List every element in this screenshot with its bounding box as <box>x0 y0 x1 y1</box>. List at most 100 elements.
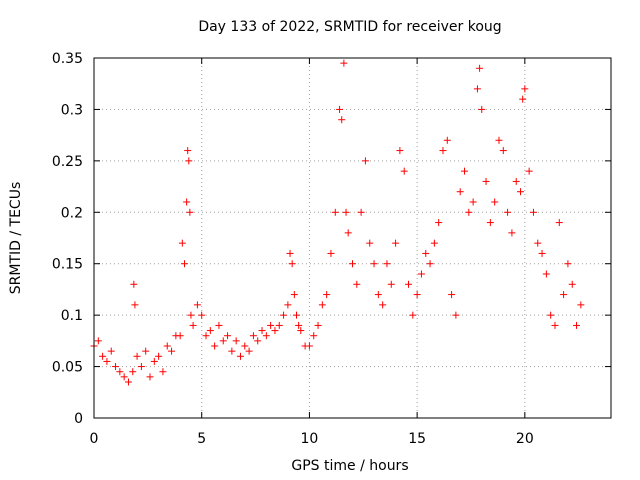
data-point <box>519 95 527 103</box>
data-point <box>361 157 369 165</box>
data-point <box>292 311 300 319</box>
data-point <box>517 188 525 196</box>
data-point <box>435 219 443 227</box>
data-point <box>577 301 585 309</box>
data-point <box>280 311 288 319</box>
data-point <box>103 357 111 365</box>
data-point <box>178 239 186 247</box>
data-point <box>353 280 361 288</box>
data-point <box>443 136 451 144</box>
data-point <box>482 177 490 185</box>
data-point <box>133 352 141 360</box>
y-tick-label: 0.25 <box>52 154 83 170</box>
data-point <box>409 311 417 319</box>
data-point <box>180 260 188 268</box>
data-point <box>486 219 494 227</box>
data-point <box>499 147 507 155</box>
data-point <box>476 64 484 72</box>
data-point <box>163 342 171 350</box>
data-point <box>491 198 499 206</box>
x-tick-label: 10 <box>301 431 319 447</box>
data-point <box>116 368 124 376</box>
y-tick-label: 0.1 <box>61 308 83 324</box>
data-point <box>508 229 516 237</box>
data-point <box>504 208 512 216</box>
y-tick-label: 0.35 <box>52 51 83 67</box>
data-point <box>219 337 227 345</box>
data-point <box>370 260 378 268</box>
plot-frame <box>93 57 612 419</box>
data-point <box>228 347 236 355</box>
data-point <box>202 332 210 340</box>
data-point <box>241 342 249 350</box>
data-point <box>211 342 219 350</box>
data-point <box>573 321 581 329</box>
data-point <box>159 368 167 376</box>
data-point <box>275 321 283 329</box>
data-point <box>555 219 563 227</box>
data-point <box>310 332 318 340</box>
data-point <box>184 147 192 155</box>
data-point <box>538 249 546 257</box>
data-point <box>439 147 447 155</box>
x-tick-labels: 0 5 10 15 20 <box>90 431 534 447</box>
data-point <box>551 321 559 329</box>
data-point <box>465 208 473 216</box>
data-point <box>512 177 520 185</box>
data-point <box>422 249 430 257</box>
x-tick-label: 5 <box>197 431 206 447</box>
data-point <box>534 239 542 247</box>
data-point <box>495 136 503 144</box>
data-point <box>342 208 350 216</box>
data-point <box>327 249 335 257</box>
data-point <box>120 373 128 381</box>
data-point <box>400 167 408 175</box>
data-point <box>525 167 533 175</box>
data-point <box>245 347 253 355</box>
data-point <box>224 332 232 340</box>
data-point <box>413 291 421 299</box>
data-point <box>478 105 486 113</box>
data-point <box>112 363 120 371</box>
data-point <box>461 167 469 175</box>
scatter-points <box>90 59 585 386</box>
data-point <box>187 311 195 319</box>
chart-title: Day 133 of 2022, SRMTID for receiver kou… <box>198 19 501 35</box>
data-point <box>452 311 460 319</box>
data-point <box>176 332 184 340</box>
data-point <box>387 280 395 288</box>
x-tick-label: 20 <box>516 431 534 447</box>
data-point <box>448 291 456 299</box>
data-point <box>323 291 331 299</box>
data-point <box>392 239 400 247</box>
data-point <box>521 85 529 93</box>
data-point <box>349 260 356 268</box>
data-point <box>564 260 572 268</box>
data-point <box>168 347 176 355</box>
x-axis-label: GPS time / hours <box>291 458 408 474</box>
data-point <box>198 311 206 319</box>
data-point <box>338 116 346 124</box>
data-point <box>417 270 425 278</box>
data-point <box>430 239 438 247</box>
y-tick-label: 0.3 <box>61 102 83 118</box>
data-point <box>331 208 339 216</box>
data-point <box>297 327 305 335</box>
data-point <box>473 85 481 93</box>
data-point <box>146 373 154 381</box>
data-point <box>129 368 137 376</box>
data-point <box>124 378 132 386</box>
data-point <box>568 280 576 288</box>
data-point <box>183 198 191 206</box>
data-point <box>249 332 257 340</box>
data-point <box>206 327 214 335</box>
data-point <box>295 321 303 329</box>
data-point <box>379 301 387 309</box>
data-point <box>318 301 326 309</box>
data-point <box>215 321 223 329</box>
data-point <box>271 327 279 335</box>
data-point <box>185 157 193 165</box>
data-point <box>405 280 413 288</box>
